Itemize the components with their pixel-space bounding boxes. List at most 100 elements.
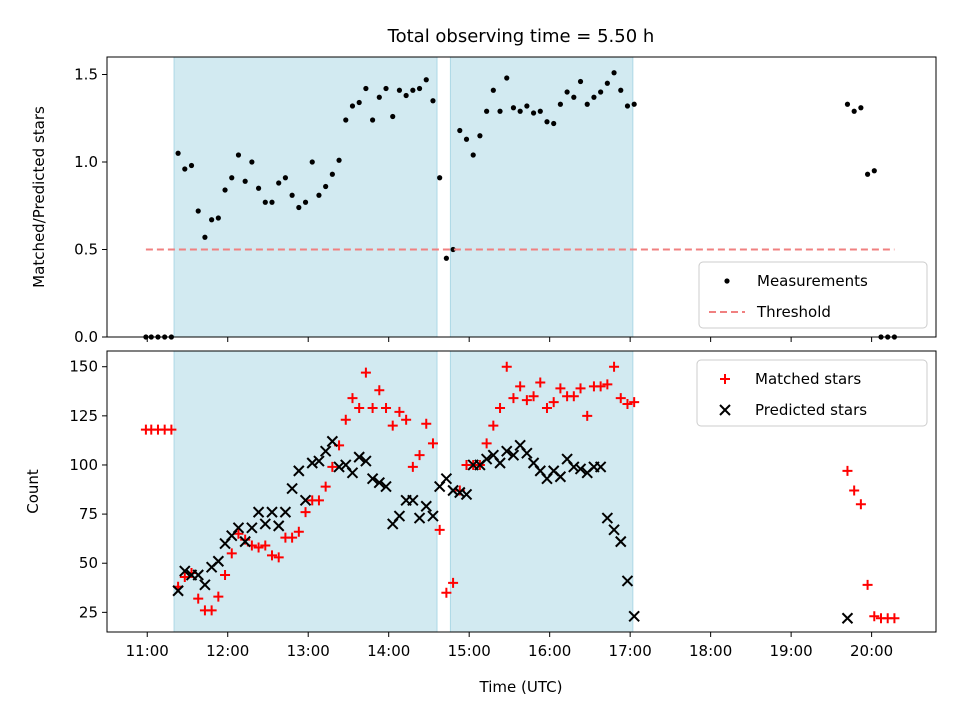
legend-box [696, 359, 928, 427]
counts-panel: 25 50 75 100 125 150 11:00 12:00 13:00 14:00 15:00… [24, 350, 937, 660]
matched-star-point [206, 605, 217, 616]
legend-box [698, 261, 928, 329]
matched-star-point [260, 540, 271, 551]
measurement-point [430, 98, 436, 104]
measurement-point [309, 159, 315, 165]
x-tick-label: 19:00 [770, 642, 813, 660]
matched-star-point [213, 591, 224, 602]
predicted-star-point [326, 435, 339, 448]
matched-star-point [575, 383, 586, 394]
matched-star-point [842, 465, 853, 476]
y-axis-label: Count [24, 469, 42, 514]
legend-marker [720, 374, 730, 384]
matched-star-point [555, 383, 566, 394]
measurement-point [202, 234, 208, 240]
matched-star-point [622, 399, 633, 410]
predicted-star-point [293, 465, 305, 477]
measurement-point [504, 75, 510, 81]
predicted-star-point [172, 585, 184, 597]
predicted-star-point [319, 445, 332, 457]
matched-star-point [609, 361, 620, 372]
predicted-star-point [454, 486, 466, 499]
matched-star-point [327, 461, 338, 472]
measurement-point [450, 246, 456, 253]
measurement-point [188, 162, 195, 169]
matched-star-point [528, 391, 539, 402]
matched-star-point [548, 397, 559, 408]
measurement-point [584, 101, 590, 107]
matched-star-point [602, 379, 613, 390]
matched-star-point [448, 577, 459, 588]
predicted-star-point [272, 520, 285, 532]
measurement-point [182, 166, 188, 172]
measurement-point [517, 108, 523, 114]
measurement-point [598, 89, 604, 95]
y-tick-label: 75 [79, 505, 98, 523]
legend-marker [719, 404, 731, 416]
legend: Measurements Threshold [698, 261, 928, 329]
measurement-point [282, 175, 289, 181]
measurement-point [403, 92, 409, 99]
ratio-panel: 0.0 0.5 1.0 1.5 Matched/Predicted stars Measu… [30, 56, 937, 346]
measurement-point [289, 192, 295, 198]
measurement-point [175, 150, 181, 156]
predicted-star-point [279, 506, 292, 518]
matched-star-point [354, 402, 365, 413]
measurement-point [336, 157, 342, 163]
measurement-point [376, 94, 382, 100]
predicted-star-point [252, 506, 265, 518]
measurement-point [858, 105, 864, 111]
matched-star-point [889, 613, 900, 624]
matched-star-point [407, 461, 418, 472]
legend-label: Matched stars [755, 370, 861, 388]
matched-star-point [855, 499, 866, 510]
predicted-star-point [420, 500, 432, 512]
predicted-star-point [393, 510, 406, 522]
predicted-star-point [427, 510, 439, 522]
matched-star-point [515, 381, 526, 392]
predicted-star-point [306, 457, 318, 469]
measurement-point [510, 105, 517, 111]
measurement-point [229, 175, 235, 181]
measurement-point [524, 103, 530, 109]
measurement-point [215, 215, 221, 221]
y-axis-label: Matched/Predicted stars [30, 106, 48, 288]
measurement-point [363, 85, 369, 92]
legend-label: Measurements [757, 272, 868, 290]
measurement-point [316, 192, 322, 198]
predicted-star-point [407, 494, 419, 507]
predicted-star-point [179, 565, 191, 577]
measurement-point [195, 208, 201, 214]
x-tick-label: 14:00 [367, 642, 410, 660]
observing-window [173, 350, 438, 633]
measurement-point [611, 70, 617, 76]
measurement-point [323, 183, 329, 190]
measurement-point [437, 175, 443, 181]
matched-star-point [387, 420, 398, 431]
matched-star-point [367, 402, 378, 413]
y-tick-label: 25 [79, 603, 98, 621]
measurement-point [242, 178, 248, 184]
measurement-point [349, 103, 356, 109]
predicted-star-point [521, 447, 533, 459]
legend: Matched stars Predicted stars [696, 359, 928, 427]
x-tick-label: 17:00 [609, 642, 652, 660]
x-tick-label: 18:00 [689, 642, 732, 660]
legend-label: Threshold [756, 303, 831, 321]
predicted-star-point [259, 518, 271, 530]
matched-star-point [495, 402, 506, 413]
matched-star-point [193, 593, 204, 604]
matched-star-point [347, 393, 358, 404]
predicted-star-point [594, 461, 607, 473]
x-tick-label: 16:00 [528, 642, 571, 660]
measurement-point [564, 89, 570, 95]
measurement-point [410, 87, 416, 93]
measurement-point [463, 136, 470, 142]
y-tick-label: 100 [69, 456, 98, 474]
predicted-star-point [554, 471, 567, 483]
matched-star-point [293, 526, 304, 537]
predicted-star-point [615, 535, 627, 548]
matched-star-point [535, 377, 546, 388]
y-tick-label: 0.5 [74, 241, 98, 259]
